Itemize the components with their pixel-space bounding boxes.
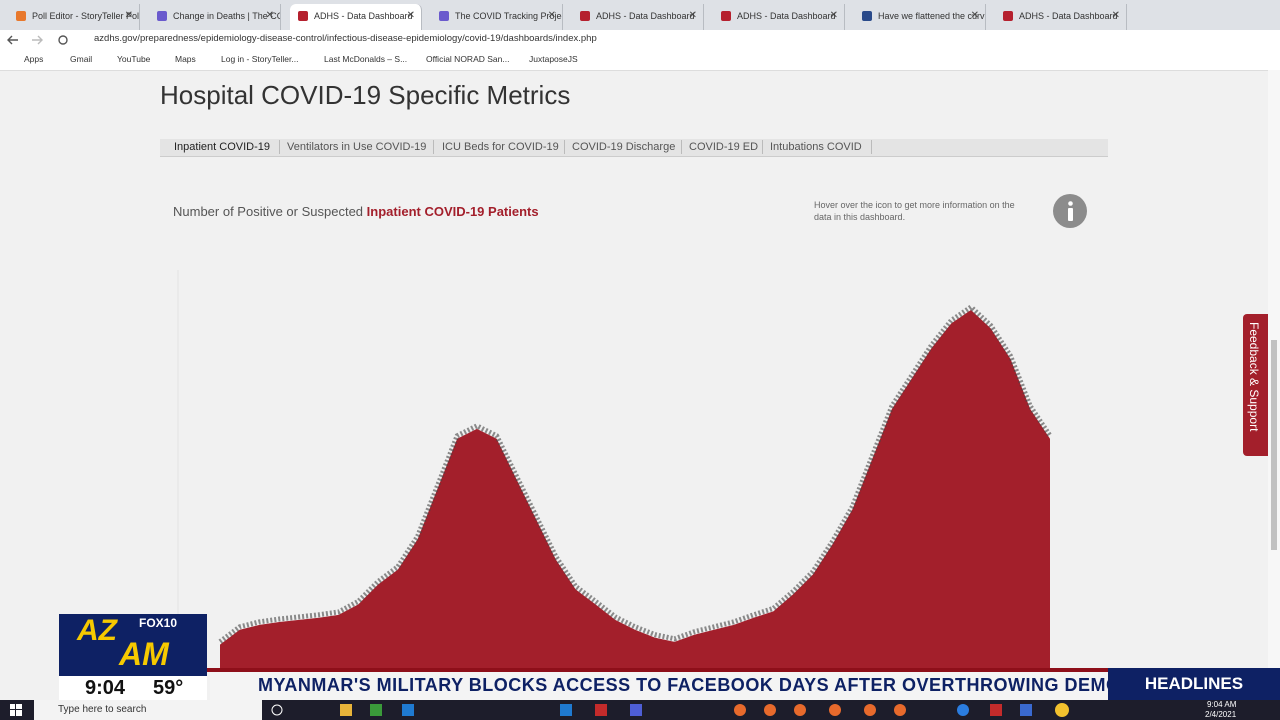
bookmark[interactable]: JuxtaposeJS	[529, 54, 578, 64]
tab-close[interactable]: ✕	[265, 10, 274, 21]
station-logo: AZ FOX10 AM	[59, 614, 207, 676]
tab-icon	[721, 11, 731, 21]
info-text: Hover over the icon to get more informat…	[814, 200, 1015, 222]
tray-date: 2/4/2021	[1205, 710, 1237, 719]
segment-label: HEADLINES	[1108, 668, 1280, 700]
browser-tab[interactable]: Poll Editor - StoryTeller Poll ✕	[8, 4, 140, 30]
ticker-rule	[207, 668, 1108, 672]
feedback-tab[interactable]: Feedback & Support	[1243, 314, 1268, 456]
tab-icon	[580, 11, 590, 21]
tab-icon	[439, 11, 449, 21]
url[interactable]: azdhs.gov/preparedness/epidemiology-dise…	[94, 33, 597, 44]
metric-tab[interactable]: COVID-19 Discharge	[572, 141, 676, 153]
tab-title: Poll Editor - StoryTeller Poll	[32, 11, 140, 21]
bookmarks-bar	[0, 50, 1280, 71]
info-icon[interactable]	[1052, 193, 1088, 229]
tab-icon	[157, 11, 167, 21]
tab-separator	[681, 140, 682, 154]
tab-title: Change in Deaths | The CO	[173, 11, 281, 21]
tab-title: ADHS - Data Dashboard	[737, 11, 836, 21]
tab-close[interactable]: ✕	[406, 10, 415, 21]
tab-title: The COVID Tracking Project	[455, 11, 563, 21]
bookmark[interactable]: Maps	[175, 54, 196, 64]
browser-tab[interactable]: ADHS - Data Dashboard ✕	[713, 4, 845, 30]
tab-separator	[564, 140, 565, 154]
tab-separator	[279, 140, 280, 154]
tab-separator	[762, 140, 763, 154]
tray-time: 9:04 AM	[1207, 700, 1237, 709]
tv-temperature: 59°	[153, 677, 184, 699]
feedback-label: Feedback & Support	[1247, 322, 1261, 432]
browser-tab[interactable]: The COVID Tracking Project ✕	[431, 4, 563, 30]
bookmark[interactable]: Log in - StoryTeller...	[221, 54, 299, 64]
time-temp: 9:04 59°	[59, 676, 207, 700]
tab-title: ADHS - Data Dashboard	[596, 11, 695, 21]
bookmark[interactable]: Apps	[24, 54, 44, 64]
tab-close[interactable]: ✕	[1111, 10, 1120, 21]
browser-tab[interactable]: Change in Deaths | The CO ✕	[149, 4, 281, 30]
logo-bottom: AM	[119, 636, 169, 672]
tab-close[interactable]: ✕	[547, 10, 556, 21]
metric-tab[interactable]: Ventilators in Use COVID-19	[287, 141, 427, 153]
metric-tab[interactable]: Inpatient COVID-19	[174, 141, 270, 153]
metric-tab[interactable]: COVID-19 ED	[689, 141, 759, 153]
ticker: MYANMAR'S MILITARY BLOCKS ACCESS TO FACE…	[210, 672, 1108, 700]
scrollbar[interactable]	[1268, 70, 1280, 700]
browser-tab[interactable]: Have we flattened the curv ✕	[854, 4, 986, 30]
ticker-text: MYANMAR'S MILITARY BLOCKS ACCESS TO FACE…	[258, 675, 1108, 695]
tab-icon	[1003, 11, 1013, 21]
chart-subtitle: Number of Positive or Suspected Inpatien…	[173, 204, 539, 219]
metric-tab[interactable]: Intubations COVID	[770, 141, 862, 153]
address-bar	[0, 30, 1280, 50]
taskbar-apps[interactable]	[270, 702, 1070, 718]
tab-icon	[862, 11, 872, 21]
browser-tab[interactable]: ADHS - Data Dashboard ✕	[572, 4, 704, 30]
tab-close[interactable]: ✕	[829, 10, 838, 21]
tab-close[interactable]: ✕	[970, 10, 979, 21]
bookmark[interactable]: Official NORAD San...	[426, 54, 510, 64]
page-heading: Hospital COVID-19 Specific Metrics	[160, 80, 571, 110]
tab-icon	[298, 11, 308, 21]
browser-tab[interactable]: ADHS - Data Dashboard ✕	[290, 4, 422, 30]
tv-time: 9:04	[85, 677, 126, 699]
tab-title: ADHS - Data Dashboard	[314, 11, 413, 21]
bookmark[interactable]: Gmail	[70, 54, 93, 64]
start-button[interactable]	[10, 704, 22, 716]
logo-top: AZ	[77, 614, 117, 647]
tab-close[interactable]: ✕	[688, 10, 697, 21]
search-box[interactable]: Type here to search	[34, 700, 262, 720]
area-chart	[177, 270, 1053, 668]
nav-buttons[interactable]	[6, 33, 76, 47]
tab-title: Have we flattened the curv	[878, 11, 985, 21]
subtitle-prefix: Number of Positive or Suspected	[173, 204, 364, 219]
tab-separator	[871, 140, 872, 154]
tab-title: ADHS - Data Dashboard	[1019, 11, 1118, 21]
area	[220, 310, 1050, 668]
subtitle-highlight: Inpatient COVID-19 Patients	[366, 204, 539, 219]
tab-bar: Poll Editor - StoryTeller Poll ✕ Change in…	[0, 0, 1280, 30]
tab-separator	[433, 140, 434, 154]
bookmark[interactable]: Last McDonalds – S...	[324, 54, 408, 64]
browser-tab[interactable]: ADHS - Data Dashboard ✕	[995, 4, 1127, 30]
tab-close[interactable]: ✕	[124, 10, 133, 21]
bookmark[interactable]: YouTube	[117, 54, 151, 64]
station: FOX10	[139, 616, 178, 630]
metric-tab[interactable]: ICU Beds for COVID-19	[442, 141, 559, 153]
tab-icon	[16, 11, 26, 21]
taskbar: 9:04 AM 2/4/2021	[0, 700, 1280, 720]
